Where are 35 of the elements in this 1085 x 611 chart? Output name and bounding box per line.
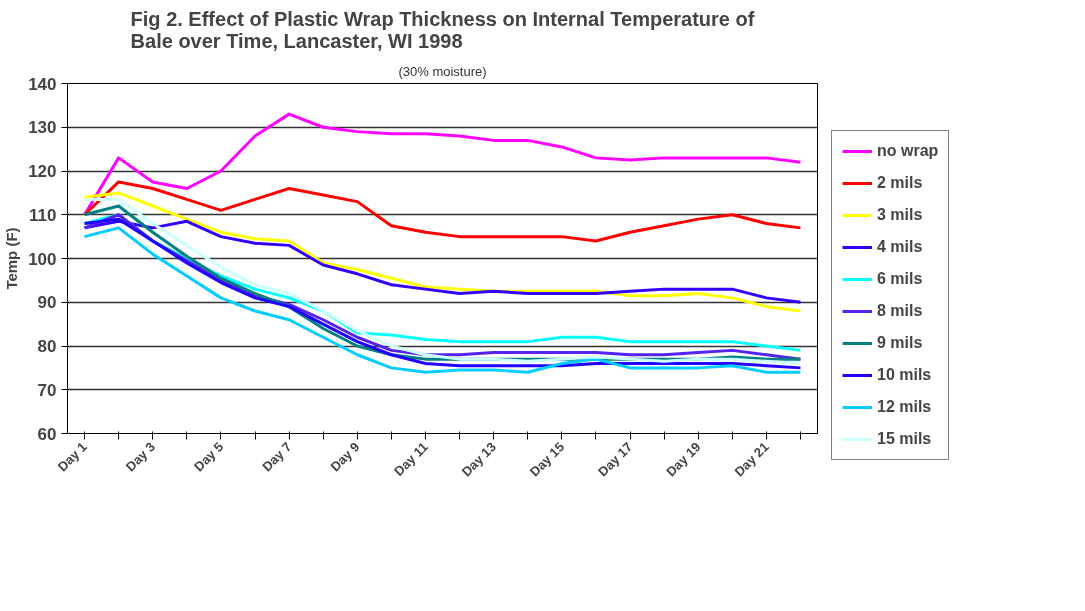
legend-label: 4 mils [877, 237, 923, 256]
x-tick-label: Day 7 [259, 439, 295, 475]
line-series [83, 180, 802, 243]
line-series [83, 191, 802, 313]
x-tick-label: Day 9 [327, 439, 363, 475]
x-tick-label: Day 21 [731, 439, 772, 480]
legend-label: 10 mils [877, 365, 932, 384]
x-tick-label: Day 15 [526, 439, 568, 480]
y-tick-label: 90 [37, 293, 57, 313]
x-tick-label: Day 17 [595, 439, 636, 480]
legend-label: 3 mils [877, 205, 923, 224]
x-tick-label: Day 5 [191, 439, 227, 475]
y-tick-label: 130 [28, 118, 57, 138]
y-tick-label: 80 [37, 337, 57, 356]
chart-title: Fig 2. Effect of Plastic Wrap Thickness on Internal Temperature of Bale over Time, Lancaster, WI 1998 [130, 7, 755, 52]
legend-label: 6 mils [877, 269, 923, 288]
legend-label: no wrap [877, 141, 939, 160]
legend-label: 2 mils [877, 173, 923, 192]
y-axis-title: Temp (F) [3, 227, 21, 290]
legend-label: 9 mils [877, 333, 923, 352]
x-tick-label: Day 13 [458, 439, 499, 480]
legend-label: 15 mils [877, 429, 932, 448]
y-tick-label: 120 [28, 162, 57, 181]
chart-subtitle: (30% moisture) [398, 63, 487, 79]
x-tick-label: Day 3 [122, 439, 159, 475]
y-tick-label: 140 [28, 74, 57, 94]
legend-label: 12 mils [877, 397, 932, 416]
y-tick-label: 100 [28, 249, 57, 269]
y-tick-label: 60 [37, 424, 57, 444]
y-tick-label: 70 [37, 380, 57, 400]
y-tick-label: 110 [29, 205, 57, 225]
x-tick-label: Day 11 [391, 439, 431, 479]
legend-label: 8 mils [877, 301, 923, 320]
x-tick-label: Day 19 [663, 439, 704, 480]
x-tick-label: Day 1 [54, 439, 90, 475]
